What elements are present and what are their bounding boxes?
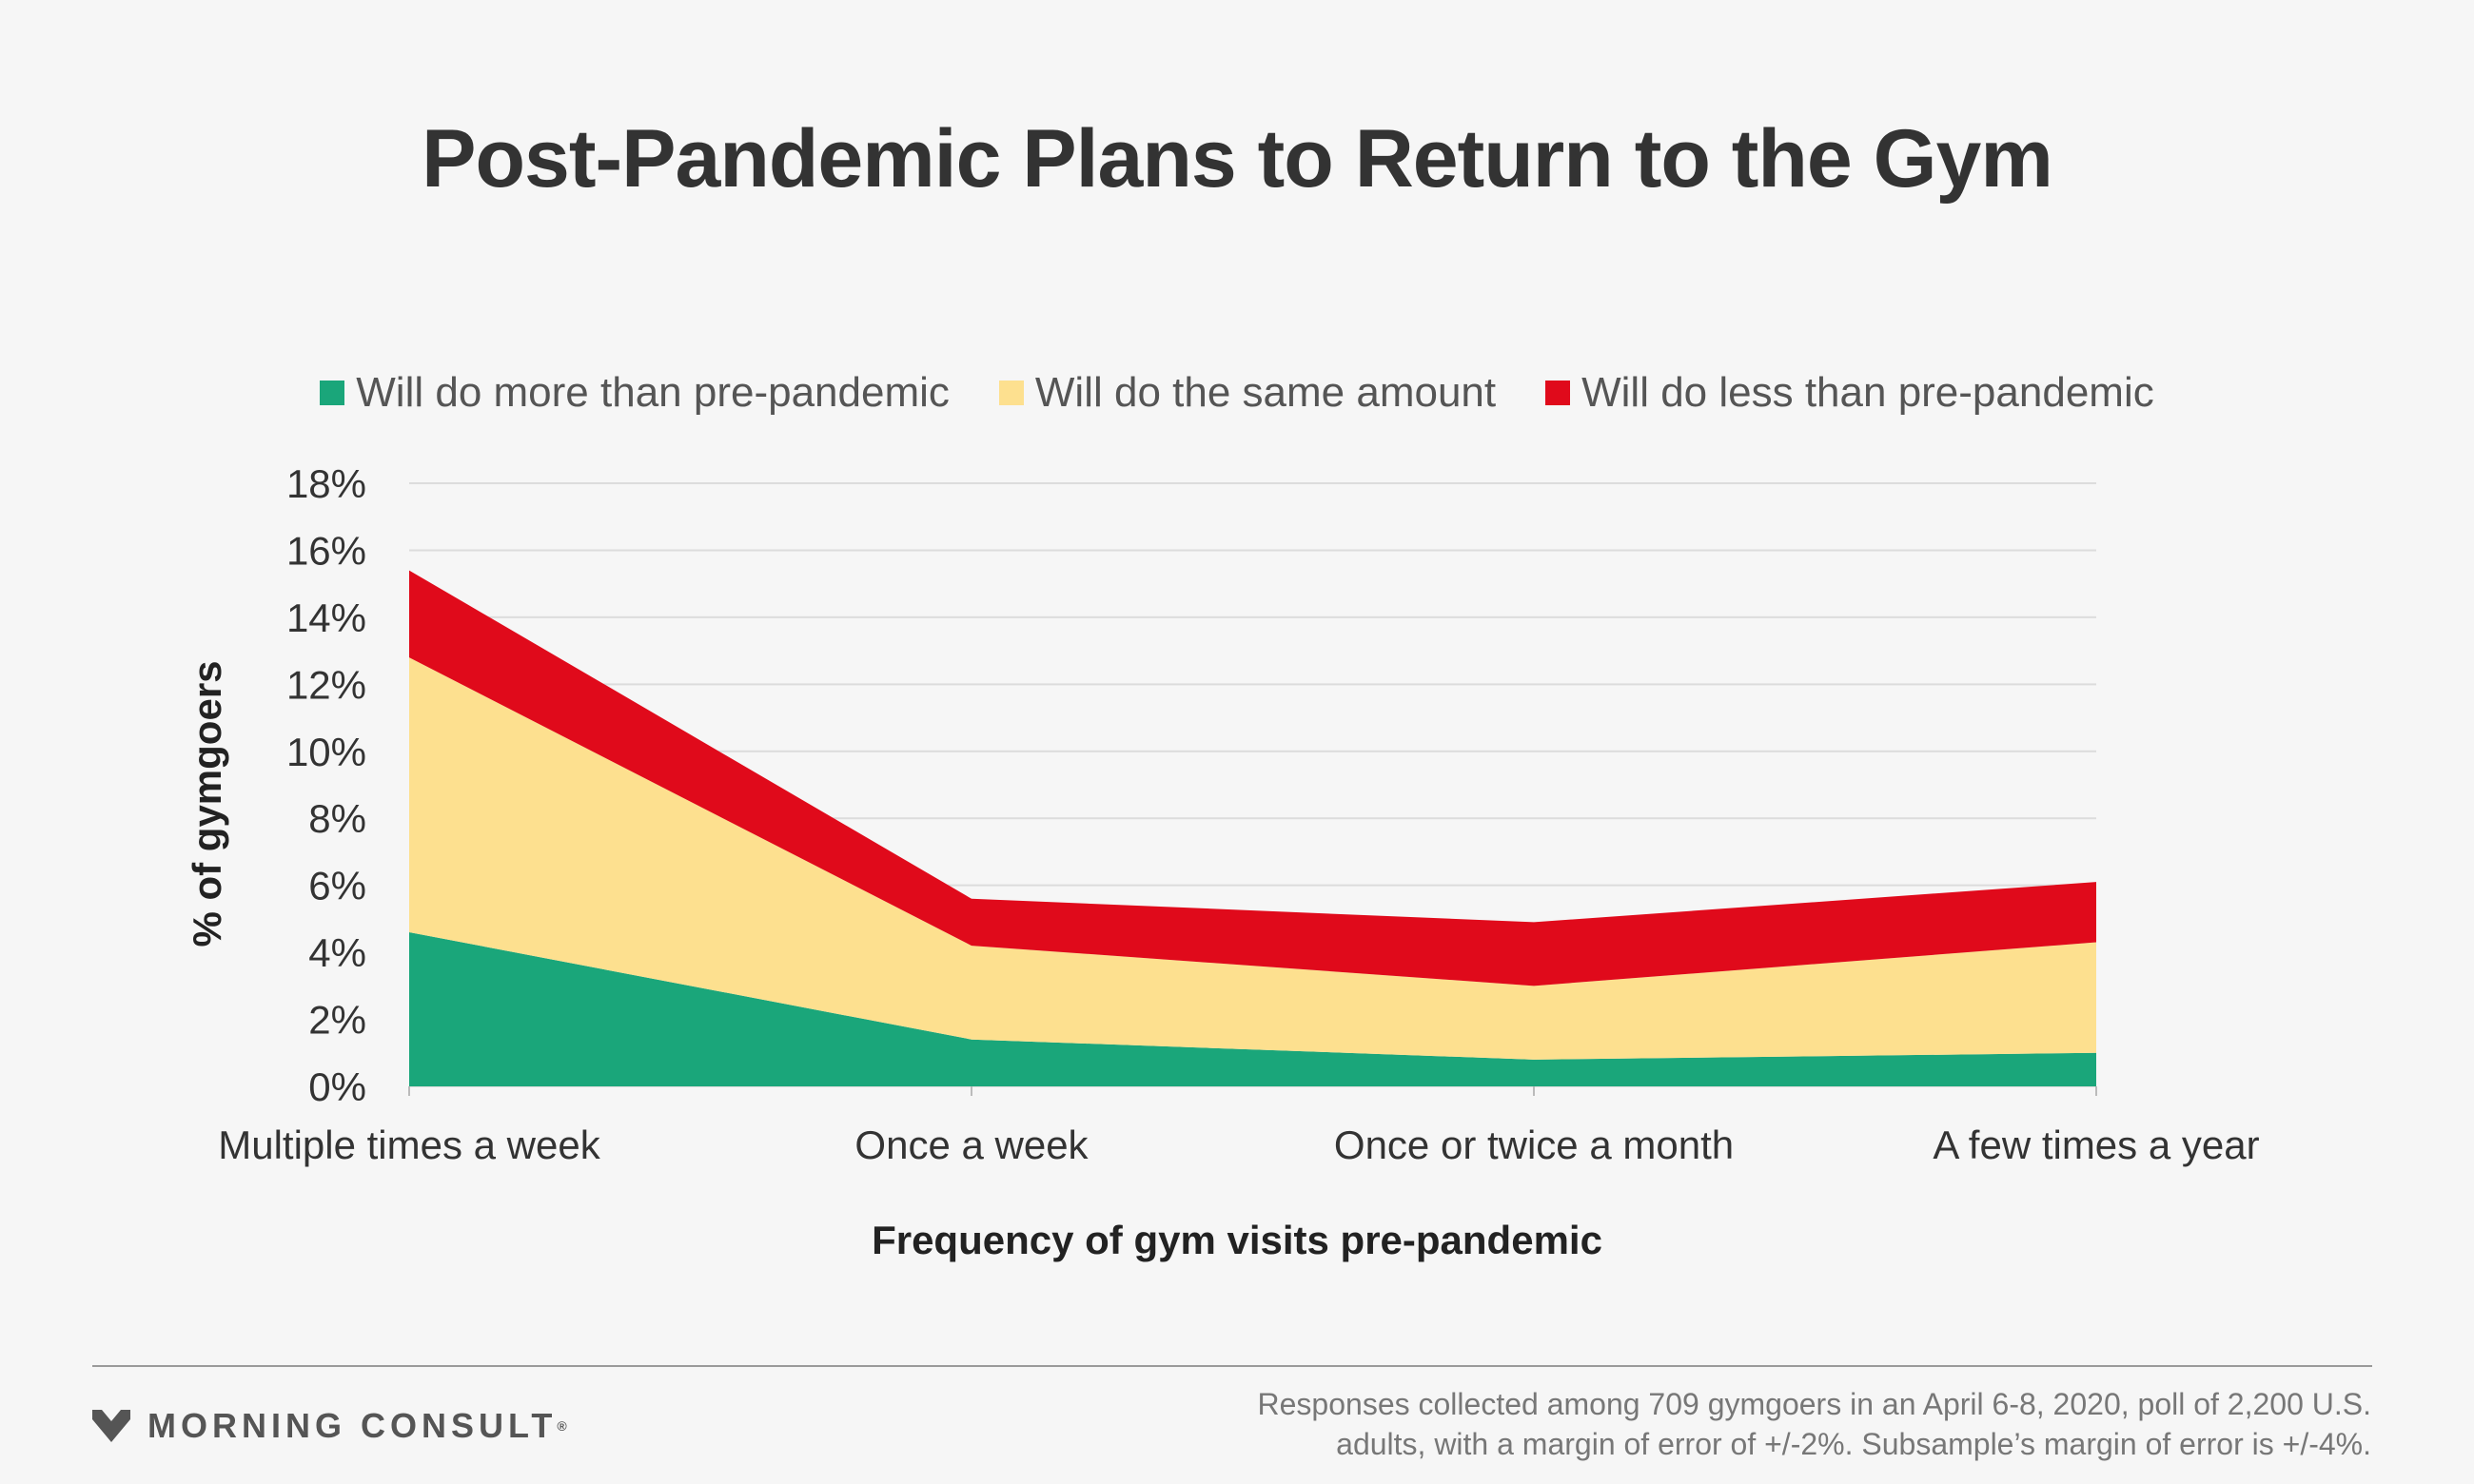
legend-item-same: Will do the same amount: [998, 369, 1497, 417]
x-tick-label: Once a week: [854, 1123, 1089, 1167]
y-tick-label: 0%: [308, 1064, 366, 1109]
morning-consult-chevron-icon: [92, 1410, 130, 1442]
legend-label-more: Will do more than pre-pandemic: [356, 369, 950, 416]
legend-swatch-more: [320, 381, 345, 405]
footer-divider: [92, 1365, 2372, 1367]
area-layer: [409, 570, 2096, 1086]
brand-name: MORNING CONSULT: [147, 1406, 558, 1445]
y-tick-label: 8%: [308, 796, 366, 841]
y-tick-label: 2%: [308, 998, 366, 1043]
y-axis-title: % of gymgoers: [185, 660, 229, 947]
source-line-2: adults, with a margin of error of +/-2%.…: [1336, 1427, 2371, 1461]
chart-title: Post-Pandemic Plans to Return to the Gym: [422, 113, 2053, 205]
x-axis-title: Frequency of gym visits pre-pandemic: [872, 1218, 1602, 1262]
legend-swatch-less: [1545, 381, 1571, 405]
legend-item-less: Will do less than pre-pandemic: [1545, 369, 2154, 417]
y-axis-ticks: 0% 2% 4% 6% 8% 10% 12% 14% 16% 18%: [286, 461, 366, 1109]
area-same: [409, 657, 2096, 1060]
legend: Will do more than pre-pandemic Will do t…: [0, 369, 2474, 417]
y-tick-label: 6%: [308, 864, 366, 908]
registered-mark: ®: [557, 1418, 567, 1434]
legend-label-same: Will do the same amount: [1034, 369, 1497, 416]
y-tick-label: 14%: [286, 596, 366, 640]
legend-label-less: Will do less than pre-pandemic: [1581, 369, 2154, 416]
y-tick-label: 16%: [286, 528, 366, 573]
brand-logo: MORNING CONSULT ®: [92, 1406, 567, 1446]
legend-item-more: Will do more than pre-pandemic: [320, 369, 950, 417]
area-more: [409, 931, 2096, 1086]
x-axis-ticks: Multiple times a week Once a week Once or …: [218, 1086, 2260, 1167]
x-tick-label: Multiple times a week: [218, 1123, 600, 1167]
y-tick-label: 4%: [308, 930, 366, 975]
y-tick-label: 12%: [286, 662, 366, 707]
area-less: [409, 570, 2096, 986]
y-tick-label: 18%: [286, 461, 366, 506]
y-tick-label: 10%: [286, 730, 366, 774]
x-tick-label: A few times a year: [1933, 1123, 2259, 1167]
x-tick-label: Once or twice a month: [1334, 1123, 1734, 1167]
stacked-area-chart: 0% 2% 4% 6% 8% 10% 12% 14% 16% 18% Multiple times…: [185, 461, 2260, 1262]
source-line-1: Responses collected among 709 gymgoers i…: [1257, 1387, 2371, 1421]
source-note: Responses collected among 709 gymgoers i…: [1039, 1384, 2371, 1464]
legend-swatch-same: [998, 381, 1024, 405]
